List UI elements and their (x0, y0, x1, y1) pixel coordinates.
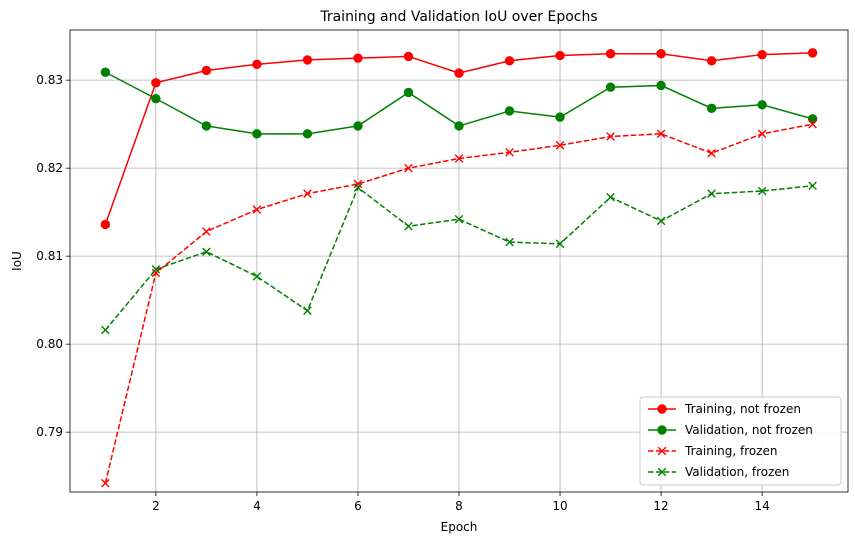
series-4 (101, 181, 817, 335)
x-tick-label: 2 (152, 499, 160, 513)
data-point (303, 306, 312, 316)
data-point (555, 140, 565, 150)
x-tick-label: 4 (253, 499, 261, 513)
data-point (504, 106, 515, 116)
y-tick-label: 0.83 (36, 73, 63, 87)
legend-swatch-marker (657, 446, 667, 456)
data-point (656, 49, 666, 59)
legend-swatch-marker (657, 404, 667, 414)
data-point (252, 205, 262, 214)
legend-label: Validation, frozen (685, 465, 789, 479)
data-point (706, 103, 717, 114)
data-point (808, 181, 817, 191)
data-point (808, 119, 817, 129)
legend-item: Validation, frozen (648, 465, 789, 479)
grid (70, 30, 848, 492)
y-axis-label: IoU (10, 251, 24, 271)
data-point (404, 221, 413, 231)
data-point (606, 192, 615, 202)
data-point (303, 189, 312, 198)
data-point (353, 121, 363, 131)
data-point (151, 93, 161, 104)
data-point (555, 50, 565, 61)
data-point (505, 237, 514, 247)
data-point (101, 325, 110, 335)
data-point (403, 51, 414, 62)
x-axis-label: Epoch (441, 520, 478, 534)
data-point (404, 163, 413, 173)
data-point (656, 129, 666, 139)
series-3 (101, 119, 817, 488)
legend-item: Training, not frozen (648, 402, 801, 416)
legend-swatch-marker (657, 425, 667, 435)
data-point (252, 59, 262, 70)
data-point (454, 121, 464, 131)
series-1 (100, 48, 818, 230)
y-tick-label: 0.82 (36, 161, 63, 175)
data-point (100, 67, 111, 77)
legend-item: Validation, not frozen (648, 423, 813, 437)
data-point (202, 247, 211, 257)
y-tick-label: 0.79 (36, 425, 63, 439)
data-point (757, 186, 767, 196)
data-point (252, 129, 262, 139)
plot-series (100, 48, 818, 488)
data-point (353, 179, 363, 189)
data-point (757, 129, 767, 139)
legend-label: Training, not frozen (684, 402, 801, 416)
data-point (757, 100, 767, 110)
data-point (757, 49, 767, 60)
data-point (606, 132, 615, 141)
data-point (707, 148, 716, 158)
series-2 (100, 67, 818, 139)
data-point (454, 154, 464, 163)
data-point (100, 219, 111, 230)
data-point (252, 272, 262, 281)
x-tick-label: 12 (653, 499, 668, 513)
data-point (605, 82, 616, 92)
data-point (656, 216, 666, 226)
x-tick-label: 14 (754, 499, 769, 513)
data-point (454, 68, 464, 78)
data-point (707, 189, 716, 198)
x-tick-label: 8 (455, 499, 463, 513)
y-tick-label: 0.81 (36, 249, 63, 263)
legend-box (639, 396, 842, 486)
x-tick-label: 10 (552, 499, 567, 513)
data-point (807, 48, 818, 58)
legend: Training, not frozen Validation, not froz… (639, 396, 842, 486)
data-point (605, 49, 616, 59)
legend-swatch-marker (657, 467, 667, 477)
data-point (302, 129, 313, 139)
data-point (201, 65, 212, 76)
data-point (353, 53, 363, 63)
data-point (504, 56, 515, 66)
data-point (201, 121, 212, 131)
y-tick-label: 0.80 (36, 337, 63, 351)
axis-ticks: 2 4 6 8 10 12 14 0.79 0.80 0.81 0.82 0.83 (36, 73, 769, 513)
data-point (555, 239, 565, 249)
data-point (403, 87, 414, 98)
data-point (807, 114, 818, 124)
data-point (353, 183, 363, 192)
data-point (151, 78, 161, 88)
series-line (104, 185, 813, 331)
data-point (656, 80, 666, 91)
data-point (706, 56, 717, 66)
data-point (202, 227, 211, 236)
data-point (505, 148, 514, 157)
chart-title: Training and Validation IoU over Epochs (319, 9, 597, 25)
data-point (302, 55, 313, 65)
data-point (555, 112, 565, 122)
legend-label: Validation, not frozen (685, 423, 813, 437)
data-point (454, 214, 464, 224)
legend-label: Training, frozen (684, 444, 778, 458)
x-tick-label: 6 (354, 499, 362, 513)
data-point (101, 478, 110, 488)
legend-item: Training, frozen (648, 444, 778, 458)
data-point (151, 268, 161, 278)
data-point (151, 265, 161, 274)
